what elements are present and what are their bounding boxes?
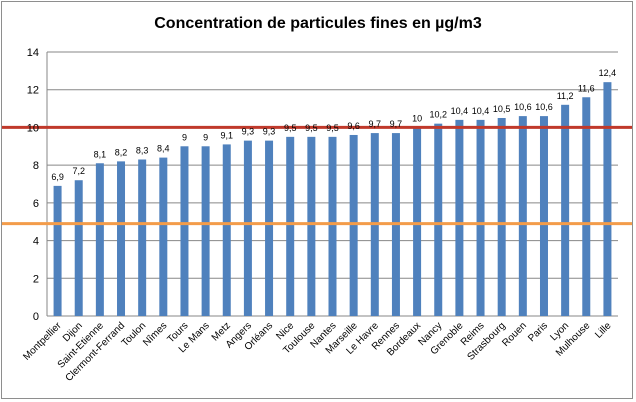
data-label: 10 (412, 113, 422, 123)
reference-lines (2, 125, 632, 226)
data-label: 9,1 (221, 130, 234, 140)
data-label: 9,3 (242, 127, 255, 137)
data-label: 7,2 (72, 166, 85, 176)
bar (349, 134, 358, 316)
bar (561, 104, 570, 316)
data-label: 10,5 (493, 104, 511, 114)
data-label: 11,2 (557, 91, 574, 101)
data-label: 10,2 (429, 110, 447, 120)
bar (222, 144, 231, 316)
data-label: 8,3 (136, 145, 149, 155)
data-label: 9,5 (326, 123, 339, 133)
bar (53, 185, 62, 316)
bar (518, 116, 527, 316)
bar (539, 116, 548, 316)
bar (413, 127, 422, 316)
bar (307, 136, 316, 316)
data-label: 11,6 (578, 83, 595, 93)
bar (95, 163, 104, 316)
data-label: 9,7 (369, 119, 382, 129)
bar (582, 97, 591, 316)
y-tick-label: 12 (27, 85, 39, 97)
data-label: 10,4 (451, 106, 469, 116)
y-tick-label: 4 (33, 236, 39, 248)
data-label: 10,4 (472, 106, 490, 116)
category-label: Rouen (500, 320, 529, 349)
data-label: 9 (203, 132, 208, 142)
data-label: 8,1 (94, 149, 107, 159)
data-label: 10,6 (514, 102, 532, 112)
data-label: 6,9 (51, 172, 64, 182)
data-label: 9,7 (390, 119, 403, 129)
data-label: 9,6 (347, 121, 360, 131)
data-label: 9,5 (284, 123, 297, 133)
labels: 024681012146,9Montpellier7,2Dijon8,1Sain… (21, 47, 616, 384)
y-tick-label: 2 (33, 273, 39, 285)
bar (434, 123, 443, 317)
data-label: 9 (182, 132, 187, 142)
y-tick-label: 14 (27, 47, 39, 59)
y-tick-label: 10 (27, 122, 39, 134)
data-label: 8,2 (115, 147, 128, 157)
data-label: 9,3 (263, 127, 276, 137)
data-label: 10,6 (535, 102, 553, 112)
data-label: 9,5 (305, 123, 318, 133)
category-label: Paris (526, 320, 550, 344)
bar (455, 119, 464, 316)
category-label: Lille (593, 320, 614, 341)
y-tick-label: 6 (33, 198, 39, 210)
category-label: Montpellier (21, 320, 64, 363)
data-label: 8,4 (157, 144, 170, 154)
y-tick-label: 0 (33, 311, 39, 323)
bar (117, 161, 126, 316)
bar (138, 159, 147, 316)
bars (53, 82, 612, 317)
chart-title: Concentration de particules fines en µg/… (154, 15, 482, 32)
bar (328, 136, 337, 316)
bar (497, 118, 506, 316)
bar (286, 136, 295, 316)
bar (159, 157, 168, 316)
data-label: 12,4 (599, 68, 617, 78)
category-label: Nîmes (141, 320, 169, 348)
bar (201, 146, 210, 316)
bar (74, 180, 83, 316)
bar (476, 119, 485, 316)
bar (603, 82, 612, 317)
y-tick-label: 8 (33, 160, 39, 172)
bar (265, 140, 274, 316)
bar (180, 146, 189, 316)
bar (243, 140, 252, 316)
